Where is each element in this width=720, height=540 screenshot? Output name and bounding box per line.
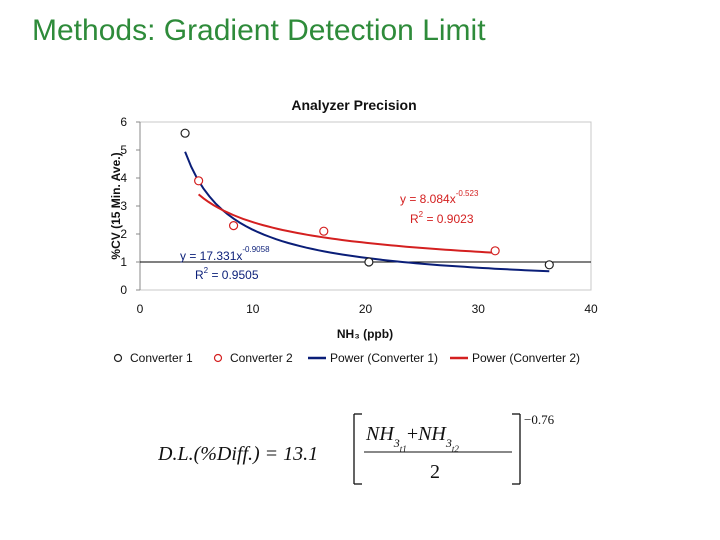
y-tick-label: 6 xyxy=(120,115,127,129)
y-tick-label: 1 xyxy=(120,255,127,269)
y-tick-label: 3 xyxy=(120,199,127,213)
legend-label: Power (Converter 1) xyxy=(330,351,438,365)
formula-svg: D.L.(%Diff.) = 13.1 NH3t1+NH3t2 2 −0.76 xyxy=(157,412,555,485)
y-tick-label: 0 xyxy=(120,283,127,297)
y-axis-label: %CV (15 Min. Ave.) xyxy=(109,152,123,259)
legend-label: Power (Converter 2) xyxy=(472,351,580,365)
converter2-equation: y = 8.084x-0.523 xyxy=(400,189,479,206)
data-point-converter1 xyxy=(180,128,190,138)
data-point-converter2 xyxy=(319,226,329,236)
x-tick-label: 30 xyxy=(472,302,486,316)
data-point-converter2 xyxy=(490,246,500,256)
formula-lhs: D.L.(%Diff.) = 13.1 xyxy=(158,443,318,465)
data-point-converter1 xyxy=(364,257,374,267)
detection-limit-formula: D.L.(%Diff.) = 13.1 NH3t1+NH3t2 2 −0.76 xyxy=(157,408,578,508)
y-tick-label: 4 xyxy=(120,171,127,185)
y-tick-label: 2 xyxy=(120,227,127,241)
y-tick-label: 5 xyxy=(120,143,127,157)
legend-marker xyxy=(113,353,123,363)
x-tick-label: 0 xyxy=(137,302,144,316)
x-axis-label: NH₃ (ppb) xyxy=(337,327,393,341)
slide-title: Methods: Gradient Detection Limit xyxy=(32,14,486,47)
converter1-r2: R2 = 0.9505 xyxy=(195,266,259,282)
converter1-equation: y = 17.331x-0.9058 xyxy=(180,245,270,263)
legend-label: Converter 2 xyxy=(230,351,293,365)
x-tick-label: 40 xyxy=(584,302,598,316)
converter2-r2: R2 = 0.9023 xyxy=(410,210,474,226)
legend-marker xyxy=(213,353,223,363)
x-tick-label: 10 xyxy=(246,302,260,316)
chart-title: Analyzer Precision xyxy=(291,97,416,113)
formula-numerator: NH3t1+NH3t2 xyxy=(365,423,459,454)
chart-legend: Converter 1 Converter 2 Power (Converter 1… xyxy=(113,351,580,365)
fit-line-converter2 xyxy=(197,193,496,254)
data-point-converter2 xyxy=(228,221,239,231)
x-tick-label: 20 xyxy=(359,302,373,316)
legend-label: Converter 1 xyxy=(130,351,193,365)
data-point-converter1 xyxy=(544,260,554,270)
data-point-converter2 xyxy=(194,176,204,186)
formula-exponent: −0.76 xyxy=(524,412,555,427)
formula-denominator: 2 xyxy=(430,461,440,483)
